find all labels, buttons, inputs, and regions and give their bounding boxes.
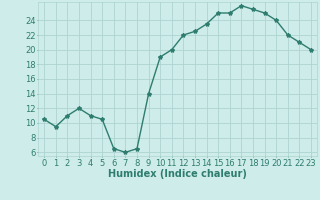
X-axis label: Humidex (Indice chaleur): Humidex (Indice chaleur) [108, 169, 247, 179]
